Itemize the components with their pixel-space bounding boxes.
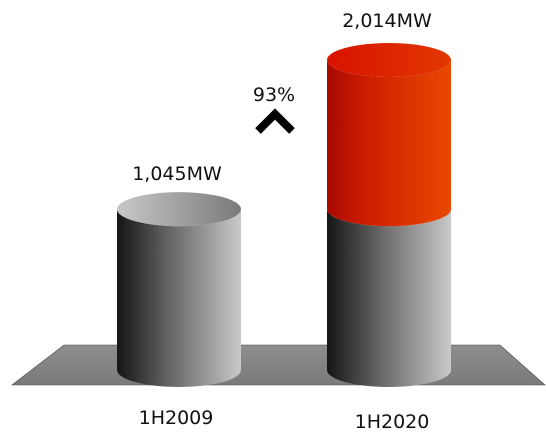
- chevron-up-icon: [255, 108, 295, 134]
- value-label-1h2020: 2,014MW: [342, 10, 432, 32]
- value-label-1h2009: 1,045MW: [132, 163, 222, 185]
- increase-label: 93%: [253, 84, 295, 106]
- chart-platform: [11, 344, 546, 386]
- cylinder-growth-segment-1h2020: [327, 60, 451, 227]
- category-label-1h2020: 1H2020: [355, 411, 430, 433]
- cylinder-top-1h2020: [327, 43, 451, 77]
- cylinder-body-1h2009: [117, 209, 241, 387]
- category-label-1h2009: 1H2009: [139, 407, 214, 429]
- cylinder-top-1h2009: [117, 192, 241, 227]
- cylinder-base-segment-1h2020: [326, 209, 451, 387]
- bars-group: [117, 43, 451, 387]
